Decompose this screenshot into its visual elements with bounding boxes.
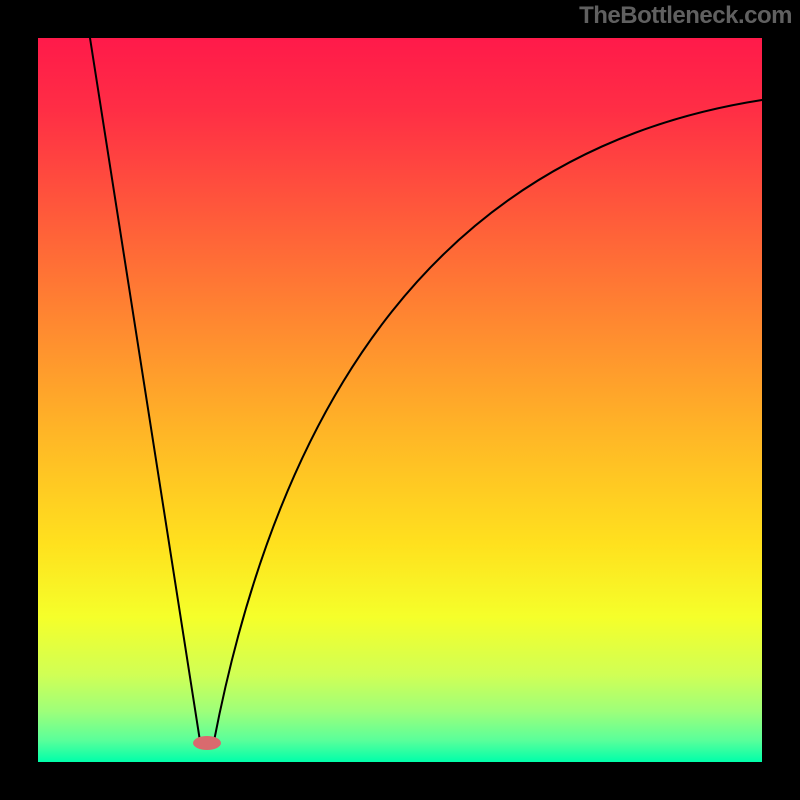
chart-container: TheBottleneck.com	[0, 0, 800, 800]
watermark-text: TheBottleneck.com	[579, 2, 792, 30]
optimal-point-marker	[193, 736, 221, 750]
chart-svg	[0, 0, 800, 800]
